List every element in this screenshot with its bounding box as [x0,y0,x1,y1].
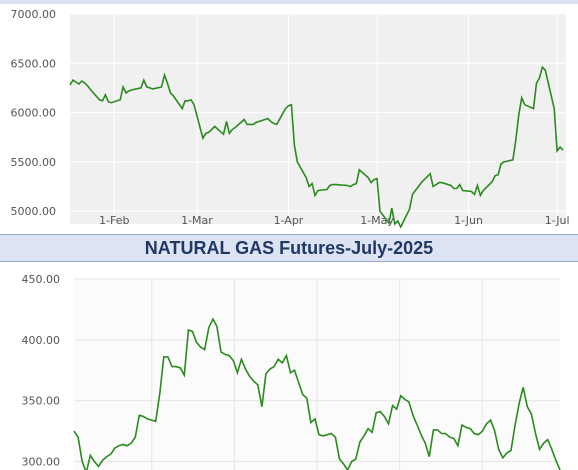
x-tick-label: 1-Jul [545,214,570,227]
x-tick-label: 1-Jun [454,214,483,227]
y-tick-label: 400.00 [22,334,61,347]
price-chart-bottom: 300.00 350.00 400.00 450.00 [22,273,561,470]
y-tick-label: 5000.00 [11,205,57,218]
top-border-strip [0,0,578,4]
price-chart-top: 5000.00 5500.00 6000.00 6500.00 7000.00 1-Fe… [11,8,570,229]
y-tick-label: 7000.00 [11,8,57,21]
price-series-line [73,317,561,470]
price-series-line [69,65,564,229]
plot-area [70,14,566,224]
y-axis-ticks: 5000.00 5500.00 6000.00 6500.00 7000.00 [11,8,57,218]
x-axis-ticks: 1-Feb 1-Mar 1-Apr 1-May 1-Jun 1-Jul [99,214,570,227]
x-tick-label: 1-May [360,214,394,227]
y-tick-label: 450.00 [22,273,61,286]
x-tick-label: 1-Mar [181,214,213,227]
y-tick-label: 350.00 [22,395,61,408]
grid-lines [74,278,560,470]
chart-title-bar: NATURAL GAS Futures-July-2025 [0,234,578,262]
grid-lines [70,13,566,224]
chart-title: NATURAL GAS Futures-July-2025 [144,237,434,258]
x-tick-label: 1-Feb [99,214,129,227]
y-tick-label: 300.00 [22,455,61,468]
y-tick-label: 6000.00 [11,107,57,120]
y-axis-ticks: 300.00 350.00 400.00 450.00 [22,273,61,468]
y-tick-label: 5500.00 [11,156,57,169]
x-tick-label: 1-Apr [274,214,304,227]
y-tick-label: 6500.00 [11,57,57,70]
